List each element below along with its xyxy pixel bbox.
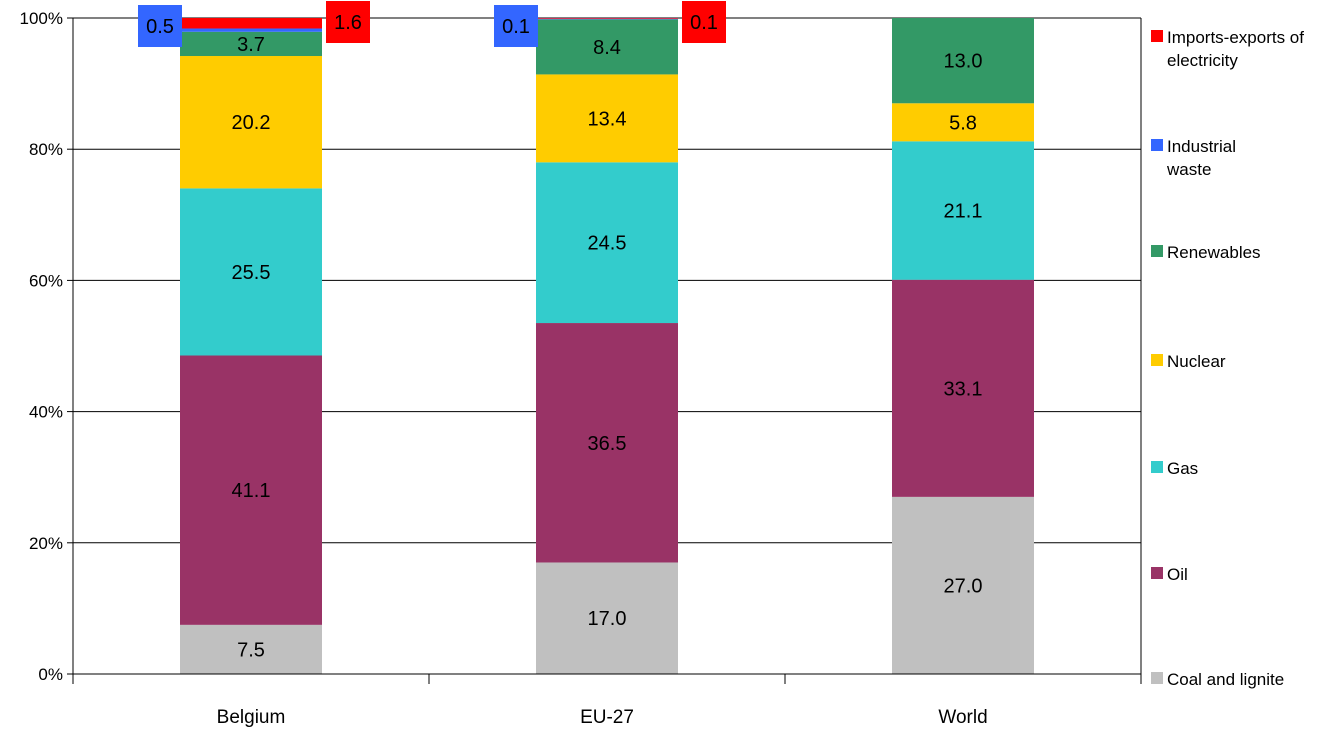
callout-label: 0.1: [690, 12, 718, 34]
x-tick-label: EU-27: [580, 707, 634, 728]
bar-segment: [536, 18, 678, 20]
bar-segment: [180, 624, 322, 674]
legend-label: Coal and lignite: [1167, 670, 1285, 689]
bar-segment: [536, 74, 678, 163]
callout-label: 0.1: [502, 16, 530, 38]
legend-item-renewables: Renewables: [1151, 241, 1327, 264]
bar-segment: [892, 103, 1034, 142]
y-axis-tick-labels: 0% 20% 40% 60% 80% 100%: [20, 9, 63, 684]
legend-label: Imports-exports of electricity: [1167, 28, 1304, 70]
bar-segment: [536, 19, 678, 75]
legend-label: Nuclear: [1167, 352, 1226, 371]
bar-segment: [180, 31, 322, 57]
legend-item-oil: Oil: [1151, 563, 1327, 586]
bar-segment: [180, 56, 322, 189]
data-label: 41.1: [232, 480, 271, 502]
x-tick-label: World: [938, 707, 987, 728]
bar-segment: [536, 162, 678, 324]
data-label: 13.0: [944, 51, 983, 73]
bar-segment: [892, 141, 1034, 280]
y-tick-label: 60%: [29, 271, 63, 290]
callout-box: [682, 1, 726, 43]
data-label: 20.2: [232, 112, 271, 134]
bar-segment: [180, 28, 322, 32]
legend-swatch: [1151, 139, 1163, 151]
data-label: 7.5: [237, 639, 265, 661]
legend-swatch: [1151, 672, 1163, 684]
data-label: 17.0: [588, 608, 627, 630]
data-label: 21.1: [944, 201, 983, 223]
bar-segment: [892, 496, 1034, 674]
legend-swatch: [1151, 245, 1163, 257]
legend-label: Renewables: [1167, 243, 1261, 262]
callout-box: [494, 5, 538, 47]
y-tick-label: 20%: [29, 534, 63, 553]
legend-item-coal: Coal and lignite: [1151, 668, 1327, 691]
bar-segment: [892, 279, 1034, 497]
data-label: 3.7: [237, 34, 265, 56]
data-label: 8.4: [593, 37, 621, 59]
y-tick-label: 0%: [38, 665, 63, 684]
data-label: 5.8: [949, 112, 977, 134]
bar-segment: [180, 18, 322, 29]
data-label: 33.1: [944, 378, 983, 400]
legend-item-nuclear: Nuclear: [1151, 350, 1327, 373]
data-label: 27.0: [944, 575, 983, 597]
legend-item-imports-exports: Imports-exports of electricity: [1151, 26, 1327, 72]
axes: [72, 18, 1142, 684]
legend-swatch: [1151, 354, 1163, 366]
callout-label: 0.5: [146, 16, 174, 38]
bar-segment: [536, 323, 678, 563]
legend-swatch: [1151, 30, 1163, 42]
x-tick-label: Belgium: [217, 707, 286, 728]
y-tick-label: 80%: [29, 140, 63, 159]
callout-label: 1.6: [334, 12, 362, 34]
bars: 7.5 41.1 25.5 20.2 3.7 17.0 36.5 24.5 13.4 8.4 27.…: [180, 18, 1034, 674]
x-axis-tick-labels: Belgium EU-27 World: [217, 707, 988, 728]
legend-item-gas: Gas: [1151, 457, 1327, 480]
y-tick-label: 40%: [29, 403, 63, 422]
bar-segment: [180, 355, 322, 625]
legend: Imports-exports of electricity Industria…: [1151, 0, 1331, 731]
y-tick-label: 100%: [20, 9, 63, 28]
callout-labels: 0.5 1.6 0.1 0.1: [138, 1, 726, 47]
bar-segment: [536, 18, 678, 19]
callout-box: [326, 1, 370, 43]
legend-swatch: [1151, 567, 1163, 579]
legend-label: Oil: [1167, 565, 1188, 584]
data-label: 25.5: [232, 262, 271, 284]
callout-box: [138, 5, 182, 47]
legend-swatch: [1151, 461, 1163, 473]
data-label: 13.4: [588, 108, 627, 130]
legend-label: Industrial waste: [1167, 137, 1236, 179]
bar-segment: [536, 562, 678, 674]
data-label: 24.5: [588, 233, 627, 255]
data-label: 36.5: [588, 433, 627, 455]
bar-segment: [892, 18, 1034, 104]
bar-segment: [180, 188, 322, 356]
legend-label: Gas: [1167, 459, 1199, 478]
legend-item-industrial-waste: Industrial waste: [1151, 135, 1277, 181]
